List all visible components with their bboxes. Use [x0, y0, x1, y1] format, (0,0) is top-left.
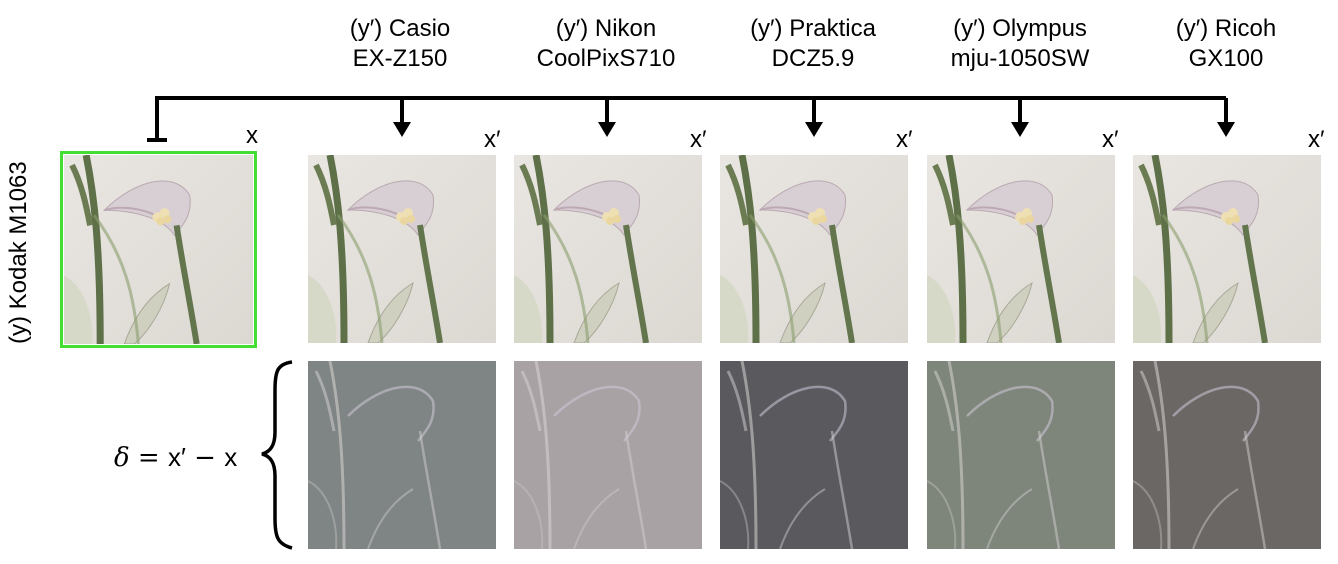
image-label-xprime: x′ [1308, 126, 1325, 153]
camera-label-ricoh: (y′) Ricoh GX100 [1116, 14, 1336, 74]
camera-label-nikon: (y′) Nikon CoolPixS710 [496, 14, 716, 74]
source-image-frame [60, 151, 257, 348]
down-arrow-icon [393, 98, 411, 137]
minus-sign: − [185, 443, 225, 473]
image-label-x: x [246, 122, 258, 149]
connector-bar [155, 96, 1226, 140]
camera-label-line2: DCZ5.9 [771, 45, 855, 72]
camera-label-olympus: (y′) Olympus mju-1050SW [910, 14, 1130, 74]
camera-label-line1: (y′) Olympus [953, 15, 1087, 42]
down-arrow-icon [805, 98, 823, 137]
down-arrow-icon [598, 98, 616, 137]
image-label-xprime: x′ [484, 126, 501, 153]
formula-x: x [224, 442, 238, 472]
delta-symbol: δ [114, 443, 130, 473]
camera-label-line1: (y′) Praktica [750, 15, 876, 42]
difference-image-casio [308, 361, 496, 549]
camera-label-praktica: (y′) Praktica DCZ5.9 [703, 14, 923, 74]
equals-sign: = [129, 443, 168, 473]
camera-label-line1: (y′) Nikon [555, 15, 657, 42]
translated-image-ricoh [1133, 155, 1321, 343]
camera-label-line2: mju-1050SW [950, 45, 1090, 72]
translated-image-nikon [514, 155, 702, 343]
formula-xprime: x′ [167, 442, 186, 472]
source-camera-label: (y) Kodak M1063 [5, 161, 32, 344]
left-brace-icon [261, 360, 293, 550]
camera-label-casio: (y′) Casio EX-Z150 [290, 14, 510, 74]
delta-formula: δ = x′ − x [114, 440, 237, 475]
translated-image-praktica [720, 155, 908, 343]
camera-label-line2: EX-Z150 [352, 45, 448, 72]
camera-label-line2: GX100 [1188, 45, 1264, 72]
image-label-xprime: x′ [690, 126, 707, 153]
difference-image-ricoh [1133, 361, 1321, 549]
difference-image-olympus [927, 361, 1115, 549]
translated-image-casio [308, 155, 496, 343]
camera-label-line1: (y′) Ricoh [1175, 15, 1277, 42]
camera-label-line1: (y′) Casio [349, 15, 451, 42]
difference-image-nikon [514, 361, 702, 549]
difference-image-praktica [720, 361, 908, 549]
image-label-xprime: x′ [1102, 126, 1119, 153]
down-arrow-icon [1217, 98, 1235, 137]
down-arrow-icon [1011, 98, 1029, 137]
camera-label-line2: CoolPixS710 [536, 45, 676, 72]
translated-image-olympus [927, 155, 1115, 343]
image-label-xprime: x′ [896, 126, 913, 153]
